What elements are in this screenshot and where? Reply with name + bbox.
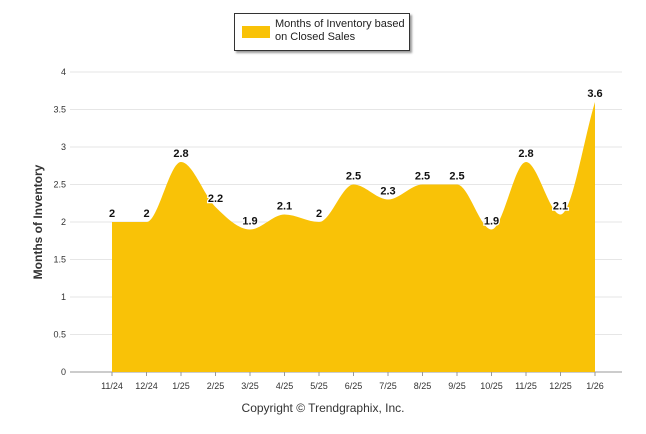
- legend-label: Months of Inventory based on Closed Sale…: [275, 18, 405, 43]
- data-label: 2.1: [277, 201, 292, 213]
- x-tick-label: 5/25: [310, 381, 328, 391]
- data-label: 2.8: [518, 148, 533, 160]
- x-tick-label: 11/25: [515, 381, 537, 391]
- x-tick-label: 9/25: [448, 381, 466, 391]
- x-tick-label: 1/25: [172, 381, 190, 391]
- data-label: 2.5: [449, 171, 464, 183]
- data-labels: 2 2 2.8 2.2 1.9 2.1 2 2.5 2.3 2.5 2.5 1.9 2.8 2.1 3.6: [108, 87, 604, 229]
- data-label: 2.8: [173, 148, 188, 160]
- x-tick-label: 12/24: [135, 381, 158, 391]
- legend-swatch: [242, 26, 270, 38]
- x-tick-label: 6/25: [345, 381, 363, 391]
- data-label: 2.5: [346, 171, 361, 183]
- y-tick-label: 0: [61, 367, 66, 377]
- data-label: 2: [109, 208, 115, 220]
- data-label: 2.3: [380, 186, 395, 198]
- y-tick-label: 0.5: [53, 330, 66, 340]
- x-tick-label: 3/25: [241, 381, 259, 391]
- data-label: 3.6: [587, 88, 602, 100]
- data-label: 2: [143, 208, 149, 220]
- x-tick-label: 1/26: [586, 381, 604, 391]
- x-axis-ticks: 11/24 12/24 1/25 2/25 3/25 4/25 5/25 6/25 7/25 8/…: [101, 372, 604, 391]
- x-tick-label: 11/24: [101, 381, 123, 391]
- x-tick-label: 12/25: [549, 381, 572, 391]
- y-tick-label: 2.5: [53, 180, 66, 190]
- legend[interactable]: Months of Inventory based on Closed Sale…: [234, 13, 410, 51]
- x-tick-label: 8/25: [414, 381, 432, 391]
- y-tick-label: 3: [61, 142, 66, 152]
- data-label: 2.5: [415, 171, 430, 183]
- data-label: 2.1: [553, 201, 568, 213]
- data-label: 1.9: [484, 216, 499, 228]
- y-axis-ticks: 0 0.5 1 1.5 2 2.5 3 3.5 4: [53, 67, 66, 377]
- y-tick-label: 2: [61, 217, 66, 227]
- data-label: 1.9: [242, 216, 257, 228]
- y-tick-label: 4: [61, 67, 66, 77]
- area-series: [112, 102, 595, 372]
- y-axis-title: Months of Inventory: [31, 164, 45, 279]
- x-tick-label: 10/25: [480, 381, 503, 391]
- y-tick-label: 1: [61, 292, 66, 302]
- data-label: 2: [316, 208, 322, 220]
- y-tick-label: 3.5: [53, 105, 66, 115]
- data-label: 2.2: [208, 193, 223, 205]
- copyright-footer: Copyright © Trendgraphix, Inc.: [241, 401, 405, 415]
- x-tick-label: 7/25: [379, 381, 397, 391]
- x-tick-label: 2/25: [207, 381, 225, 391]
- y-tick-label: 1.5: [53, 255, 66, 265]
- x-tick-label: 4/25: [276, 381, 294, 391]
